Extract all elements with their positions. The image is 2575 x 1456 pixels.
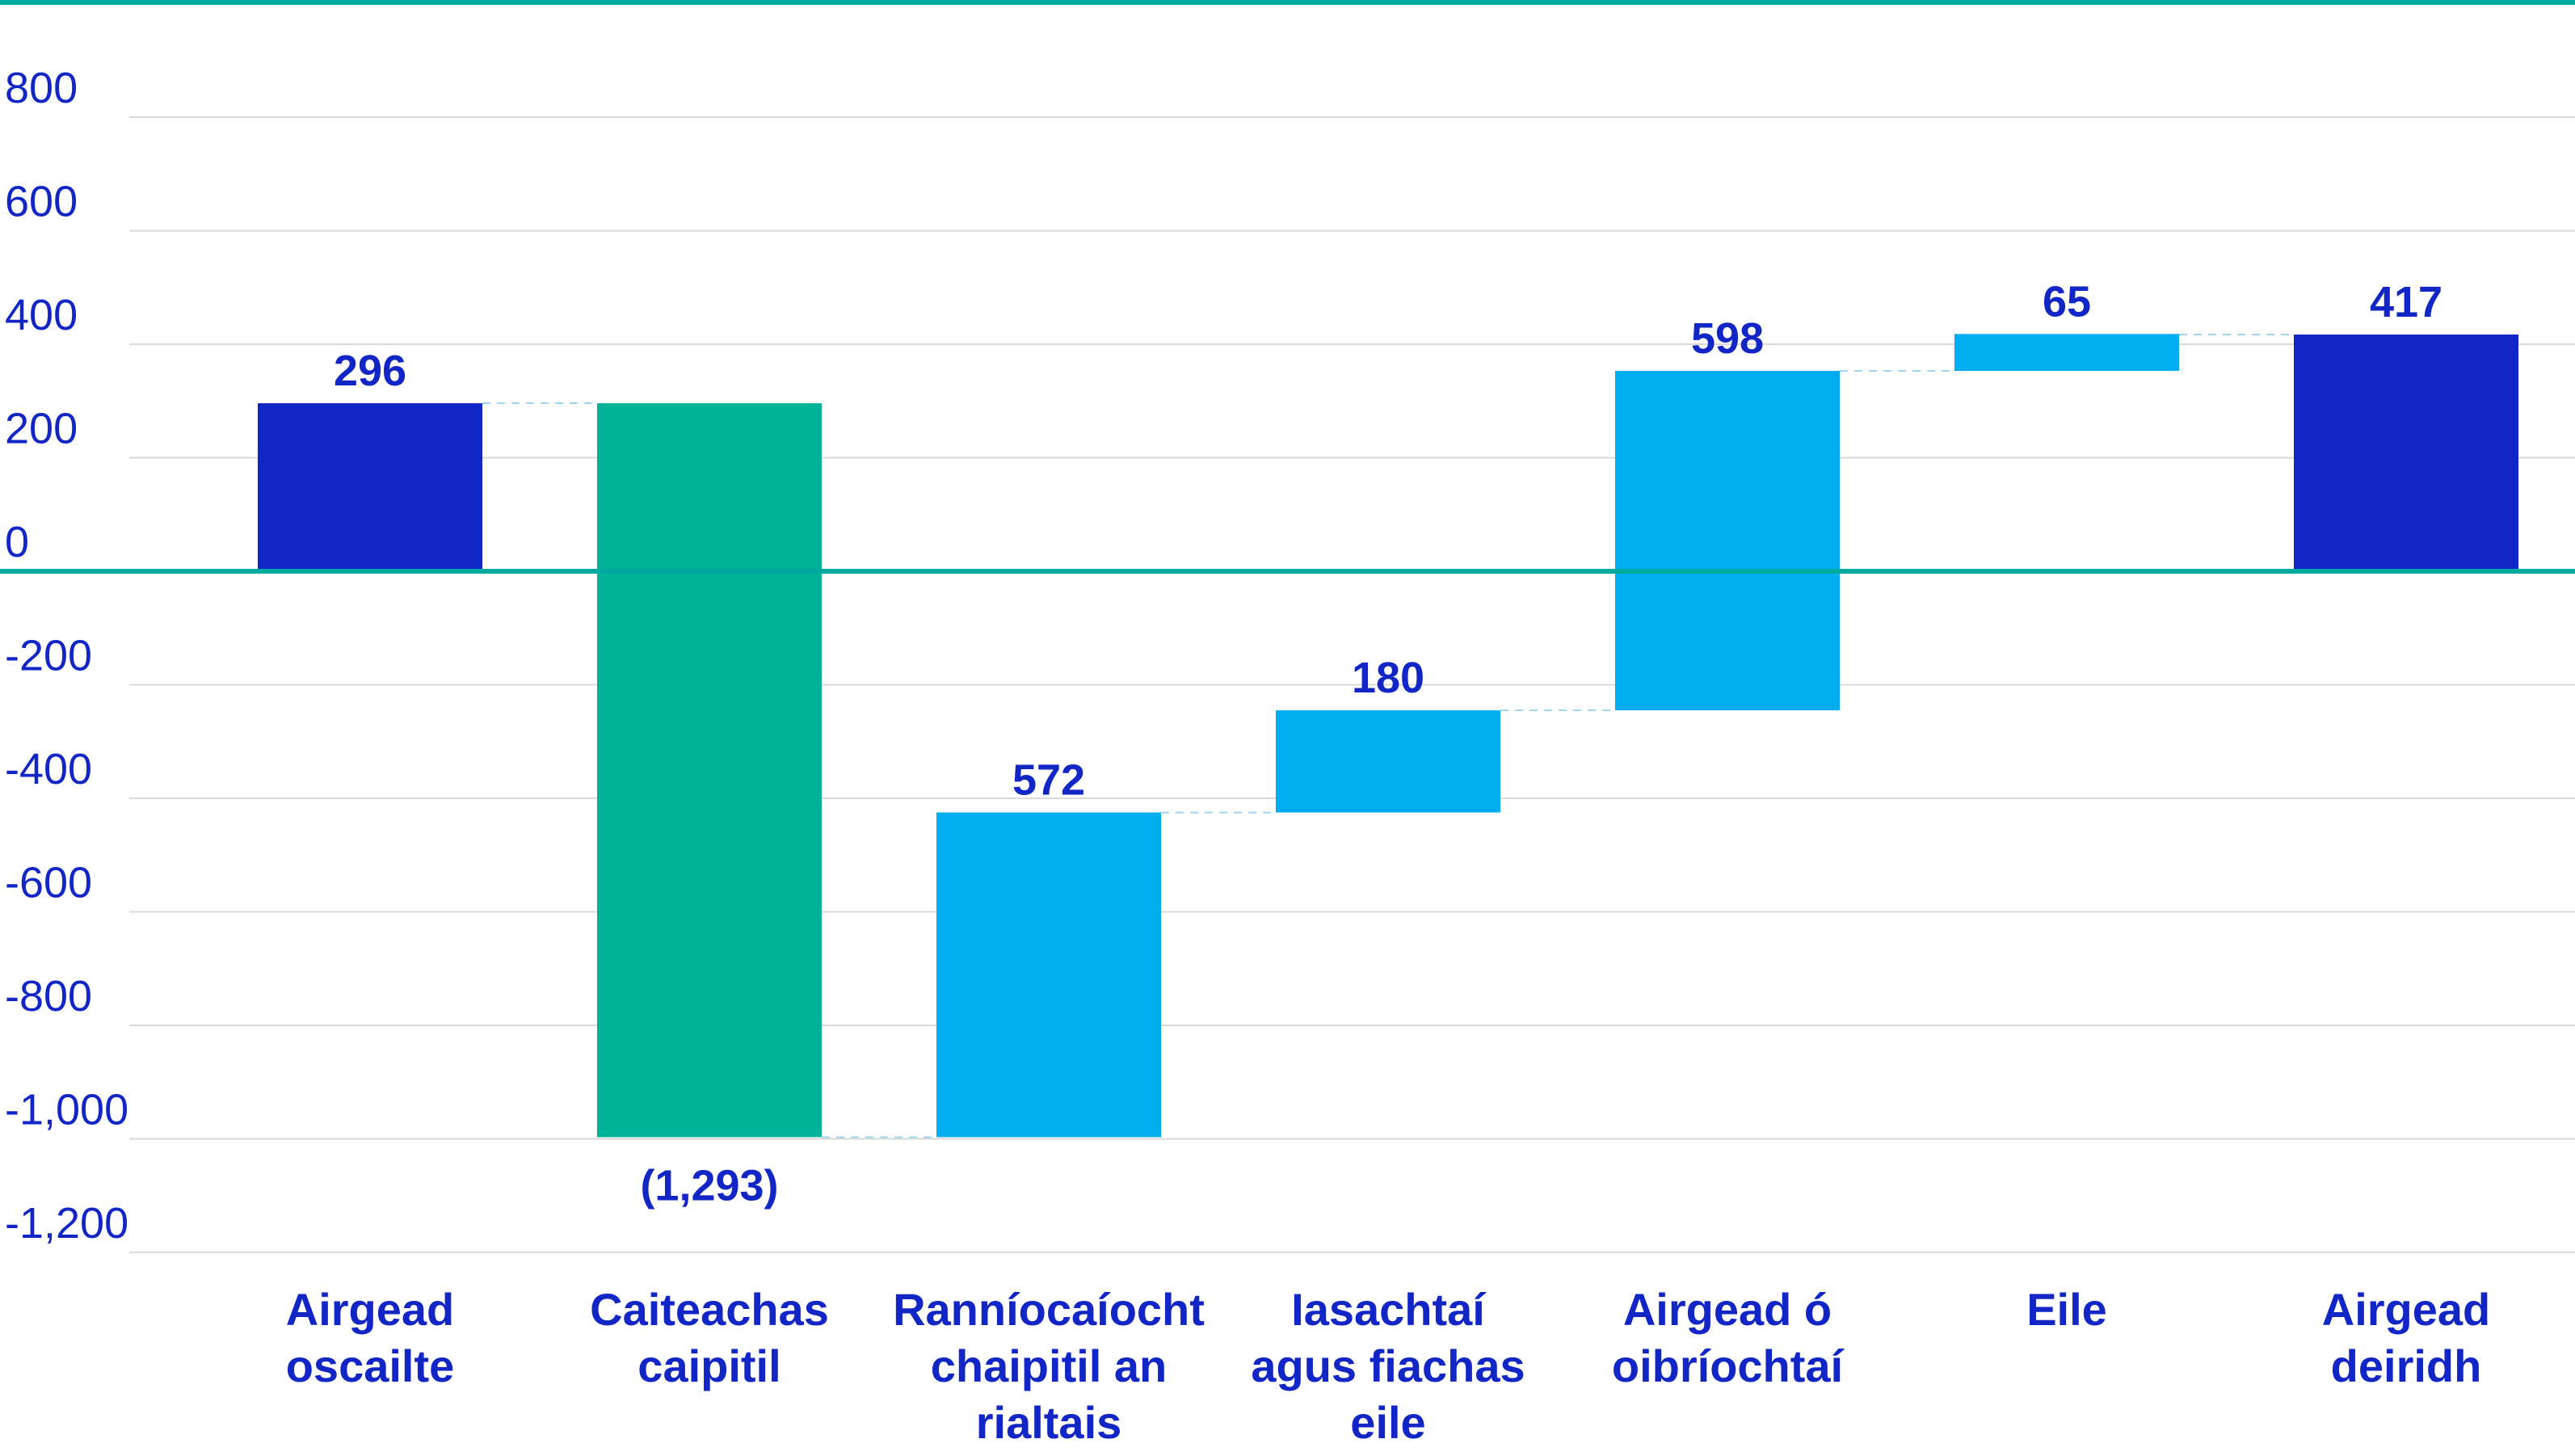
bar (1954, 334, 2179, 372)
category-label: Caiteachas caipitil (590, 1284, 829, 1391)
category-label: Airgead oscailte (286, 1284, 455, 1391)
y-tick-label: 0 (5, 518, 29, 566)
bars (258, 334, 2518, 1138)
data-label: 572 (1012, 756, 1085, 805)
category-label-line: deiridh (2331, 1340, 2482, 1391)
y-axis-ticks: 800 600 400 200 0 -200 -400 -600 -800 -1,000 -1,20… (5, 64, 128, 1248)
category-label: Airgead ó oibríochtaí (1612, 1284, 1845, 1391)
bar (597, 403, 822, 1138)
category-label-line: caipitil (637, 1340, 780, 1391)
bar (2294, 335, 2518, 571)
category-label-line: Airgead (2322, 1284, 2491, 1335)
data-label: 598 (1691, 314, 1764, 363)
category-label: Airgead deiridh (2322, 1284, 2491, 1391)
y-tick-label: 600 (5, 178, 78, 226)
category-label-line: eile (1350, 1397, 1425, 1448)
y-tick-label: -800 (5, 972, 92, 1020)
data-label: 180 (1352, 654, 1424, 702)
gridlines (129, 116, 2575, 1253)
bar (258, 403, 482, 571)
data-label: (1,293) (640, 1161, 778, 1210)
bar (936, 812, 1161, 1138)
category-label-line: Eile (2026, 1284, 2107, 1335)
category-label-line: Caiteachas (590, 1284, 829, 1335)
category-label-line: chaipitil an (931, 1340, 1168, 1391)
category-label-line: Airgead ó (1623, 1284, 1832, 1335)
category-label-line: Iasachtaí (1291, 1284, 1487, 1335)
category-label-line: rialtais (976, 1397, 1122, 1448)
category-label: Ranníocaíocht chaipitil an rialtais (893, 1284, 1205, 1448)
data-label: 65 (2043, 277, 2091, 326)
bar (1615, 371, 1840, 711)
y-tick-label: 400 (5, 291, 78, 339)
category-label: Eile (2026, 1284, 2107, 1335)
category-label-line: oscailte (286, 1340, 455, 1391)
y-tick-label: -1,000 (5, 1086, 128, 1134)
category-label-line: oibríochtaí (1612, 1340, 1845, 1391)
y-tick-label: 800 (5, 64, 78, 112)
connectors (482, 334, 2294, 1138)
data-label: 296 (334, 347, 406, 395)
data-labels: 296 (1,293) 572 180 598 65 417 (334, 277, 2442, 1210)
y-tick-label: -200 (5, 632, 92, 680)
y-tick-label: -600 (5, 859, 92, 907)
category-label: Iasachtaí agus fiachas eile (1251, 1284, 1525, 1448)
y-tick-label: 200 (5, 405, 78, 453)
bar (1276, 710, 1500, 813)
category-label-line: agus fiachas (1251, 1340, 1525, 1391)
category-label-line: Ranníocaíocht (893, 1284, 1205, 1335)
y-tick-label: -400 (5, 745, 92, 793)
category-label-line: Airgead (286, 1284, 455, 1335)
y-tick-label: -1,200 (5, 1199, 128, 1248)
data-label: 417 (2370, 278, 2442, 326)
